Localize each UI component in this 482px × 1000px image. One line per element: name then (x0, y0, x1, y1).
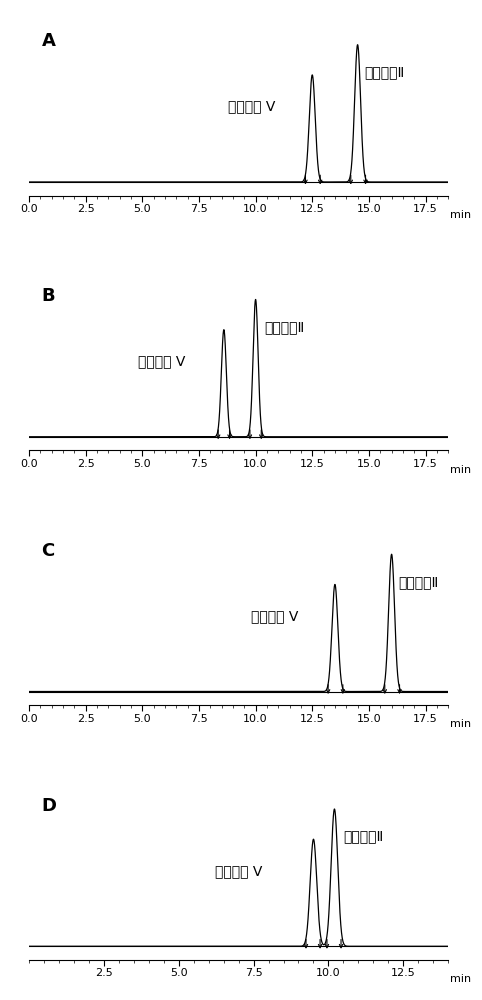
Text: 白术内酯 V: 白术内酯 V (251, 609, 298, 623)
Text: 白术内酯Ⅱ: 白术内酯Ⅱ (265, 320, 305, 334)
Text: 白术内酯Ⅱ: 白术内酯Ⅱ (344, 830, 384, 844)
Text: B: B (41, 287, 55, 305)
Text: A: A (41, 32, 55, 50)
Text: 白术内酯Ⅱ: 白术内酯Ⅱ (364, 65, 405, 79)
Text: 白术内酯 V: 白术内酯 V (138, 354, 185, 368)
Text: D: D (41, 797, 56, 815)
Text: min: min (450, 465, 471, 475)
Text: 白术内酯 V: 白术内酯 V (228, 100, 276, 114)
Text: C: C (41, 542, 55, 560)
Text: 白术内酯Ⅱ: 白术内酯Ⅱ (399, 575, 439, 589)
Text: 白术内酯 V: 白术内酯 V (214, 864, 262, 878)
Text: min: min (450, 719, 471, 729)
Text: min: min (450, 974, 471, 984)
Text: min: min (450, 210, 471, 220)
